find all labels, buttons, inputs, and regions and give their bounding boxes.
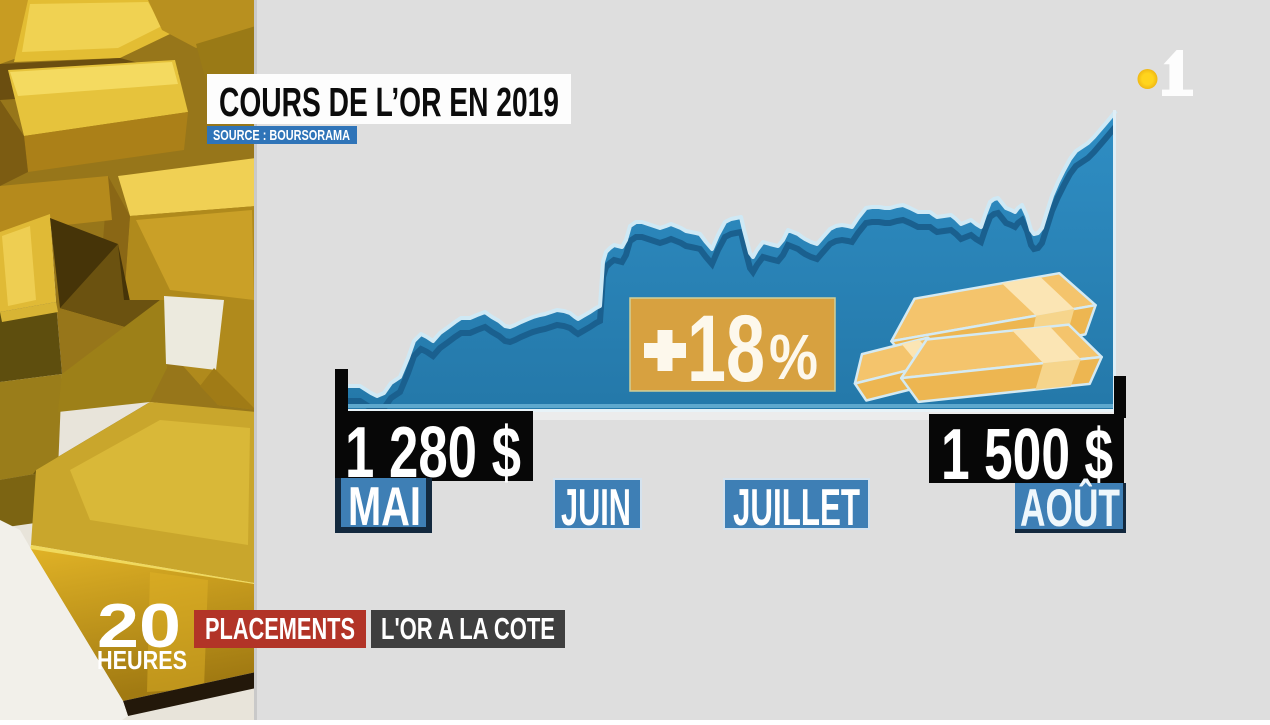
svg-text:MAI: MAI <box>348 475 421 537</box>
svg-text:L'OR A LA COTE: L'OR A LA COTE <box>381 611 555 646</box>
svg-text:%: % <box>769 321 818 393</box>
svg-text:JUIN: JUIN <box>561 479 631 537</box>
svg-text:JUILLET: JUILLET <box>733 479 860 537</box>
svg-text:COURS DE L’OR EN 2019: COURS DE L’OR EN 2019 <box>219 79 559 125</box>
svg-text:PLACEMENTS: PLACEMENTS <box>205 611 355 646</box>
svg-text:SOURCE : BOURSORAMA: SOURCE : BOURSORAMA <box>213 127 350 144</box>
svg-text:1 500 $: 1 500 $ <box>941 415 1113 495</box>
svg-text:AOÛT: AOÛT <box>1020 477 1120 538</box>
svg-text:HEURES: HEURES <box>97 645 187 675</box>
svg-text:20: 20 <box>97 592 181 661</box>
svg-text:18: 18 <box>687 296 765 402</box>
